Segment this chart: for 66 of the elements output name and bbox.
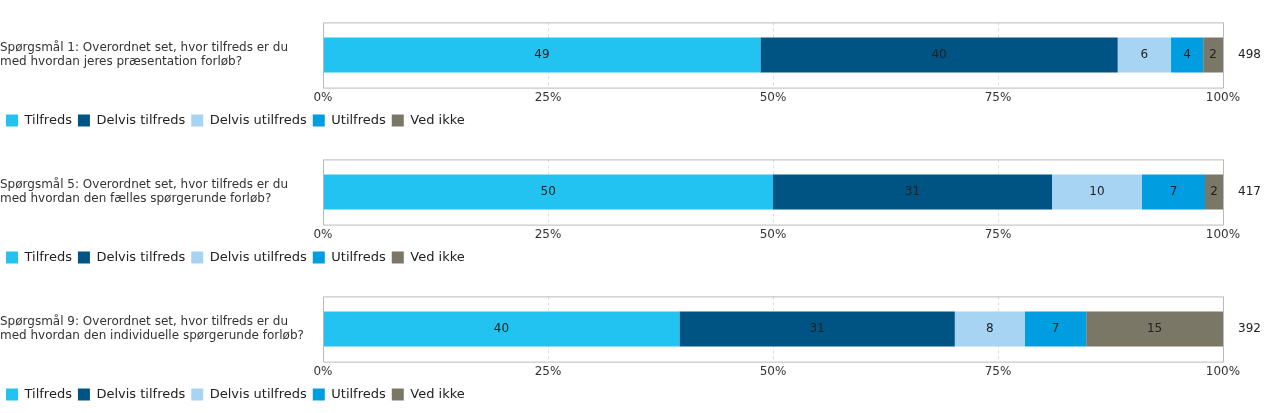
x-tick-label: 75%: [984, 89, 1012, 104]
y-tick-label: Spørgsmål 5: Overordnet set, hvor tilfreds er du med hvordan den fælles spørgerunde forløb?: [0, 176, 289, 206]
legend-label: Delvis tilfreds: [96, 248, 186, 264]
bar: [323, 37, 761, 73]
x-tick-label: 50%: [759, 363, 787, 378]
bar: [1170, 37, 1204, 73]
legend-label: Tilfreds: [23, 111, 73, 127]
y-tick-label: Spørgsmål 1: Overordnet set, hvor tilfreds er du med hvordan jeres præsentation forløb?: [0, 39, 289, 69]
data-label: 2: [1210, 184, 1218, 199]
legend-label: Tilfreds: [23, 248, 73, 264]
bar: [1025, 311, 1087, 347]
bar: [773, 174, 1052, 210]
data-label: 50: [540, 184, 556, 199]
data-label: 2: [1209, 47, 1217, 62]
x-tick-label: 0%: [313, 363, 333, 378]
legend-label: Delvis tilfreds: [96, 385, 186, 401]
data-label: 10: [1089, 184, 1105, 199]
legend-label: Ved ikke: [410, 111, 465, 127]
x-tick-label: 75%: [984, 226, 1012, 241]
legend-label: Ved ikke: [410, 248, 465, 264]
x-tick-label: 25%: [534, 363, 562, 378]
legend-label: Tilfreds: [23, 385, 73, 401]
data-label: 8: [986, 321, 994, 336]
bar: [1205, 174, 1223, 210]
data-label: 40: [493, 321, 510, 336]
bar: [760, 37, 1118, 73]
bar: [323, 311, 680, 347]
bar: [954, 311, 1025, 347]
bar: [1117, 37, 1171, 73]
bar: [1142, 174, 1205, 210]
legend-label: Utilfreds: [331, 248, 386, 264]
x-tick-label: 50%: [759, 89, 787, 104]
x-tick-label: 0%: [313, 226, 333, 241]
data-label: 31: [904, 184, 921, 199]
x-tick-label: 25%: [534, 89, 562, 104]
legend-label: Utilfreds: [331, 111, 386, 127]
x-tick-label: 100%: [1205, 89, 1241, 104]
data-label: 15: [1146, 321, 1163, 336]
legend-label: Delvis tilfreds: [96, 111, 186, 127]
legend-label: Delvis utilfreds: [209, 111, 308, 127]
bar: [1086, 311, 1223, 347]
data-label: 40: [931, 47, 947, 62]
bar: [323, 174, 773, 210]
x-tick-label: 50%: [759, 226, 787, 241]
x-tick-label: 100%: [1205, 226, 1241, 241]
text: 417: [1238, 184, 1261, 199]
legend-label: Delvis utilfreds: [209, 385, 308, 401]
data-label: 49: [534, 47, 550, 62]
legend-label: Utilfreds: [331, 385, 386, 401]
bar: [679, 311, 955, 347]
data-label: 7: [1051, 321, 1060, 336]
y-tick-label: Spørgsmål 9: Overordnet set, hvor tilfreds er du med hvordan den individuelle spørgerunde forløb?: [0, 313, 304, 343]
bar: [1052, 174, 1142, 210]
x-tick-label: 25%: [534, 226, 562, 241]
text: 498: [1238, 47, 1261, 62]
data-label: 6: [1140, 47, 1149, 62]
x-tick-label: 0%: [313, 89, 333, 104]
data-label: 7: [1169, 184, 1178, 199]
legend-label: Ved ikke: [410, 385, 465, 401]
legend-label: Delvis utilfreds: [209, 248, 308, 264]
data-label: 31: [809, 321, 825, 336]
x-tick-label: 75%: [984, 363, 1012, 378]
data-label: 4: [1183, 47, 1191, 62]
text: 392: [1238, 321, 1261, 336]
x-tick-label: 100%: [1205, 363, 1241, 378]
bar: [1203, 37, 1223, 73]
